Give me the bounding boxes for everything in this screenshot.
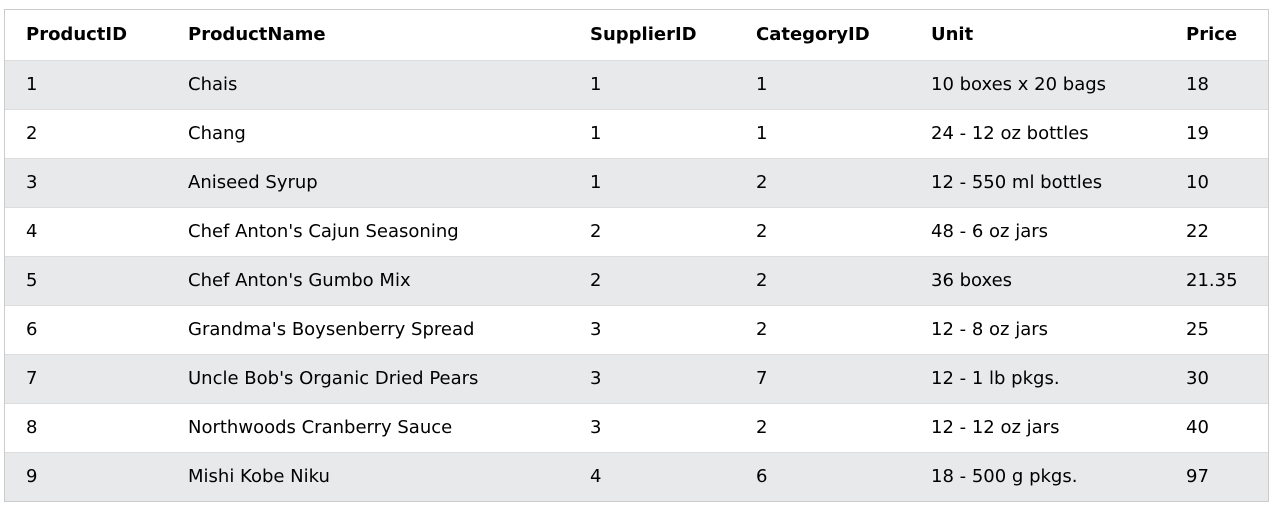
cell-category-id: 2 (735, 304, 910, 354)
cell-unit: 12 - 8 oz jars (910, 304, 1165, 354)
table-row: 1 Chais 1 1 10 boxes x 20 bags 18 (5, 59, 1268, 109)
cell-product-name: Grandma's Boysenberry Spread (167, 304, 569, 354)
header-product-id: ProductID (26, 24, 128, 46)
cell-product-name: Chang (167, 108, 569, 158)
header-product-name: ProductName (188, 24, 326, 46)
cell-unit: 24 - 12 oz bottles (910, 108, 1165, 158)
header-category-id: CategoryID (756, 24, 870, 46)
cell-product-id: 6 (5, 304, 167, 354)
cell-price: 21.35 (1165, 255, 1268, 305)
cell-product-name: Chef Anton's Gumbo Mix (167, 255, 569, 305)
cell-product-id: 1 (5, 59, 167, 109)
cell-unit: 12 - 12 oz jars (910, 402, 1165, 452)
cell-supplier-id: 3 (569, 402, 735, 452)
cell-product-name: Aniseed Syrup (167, 157, 569, 207)
cell-category-id: 2 (735, 157, 910, 207)
cell-product-id: 3 (5, 157, 167, 207)
cell-category-id: 6 (735, 451, 910, 501)
cell-price: 18 (1165, 59, 1268, 109)
cell-product-name: Mishi Kobe Niku (167, 451, 569, 501)
cell-product-name: Chais (167, 59, 569, 109)
cell-category-id: 7 (735, 353, 910, 403)
cell-price: 30 (1165, 353, 1268, 403)
table-header-row: ProductID ProductName SupplierID Categor… (5, 10, 1268, 60)
cell-category-id: 2 (735, 206, 910, 256)
cell-product-id: 4 (5, 206, 167, 256)
cell-unit: 12 - 1 lb pkgs. (910, 353, 1165, 403)
cell-unit: 36 boxes (910, 255, 1165, 305)
cell-category-id: 1 (735, 108, 910, 158)
cell-category-id: 2 (735, 255, 910, 305)
cell-supplier-id: 2 (569, 255, 735, 305)
table-row: 8 Northwoods Cranberry Sauce 3 2 12 - 12… (5, 402, 1268, 452)
cell-price: 25 (1165, 304, 1268, 354)
cell-product-name: Northwoods Cranberry Sauce (167, 402, 569, 452)
header-price: Price (1186, 24, 1238, 46)
cell-unit: 12 - 550 ml bottles (910, 157, 1165, 207)
cell-supplier-id: 3 (569, 304, 735, 354)
cell-supplier-id: 1 (569, 59, 735, 109)
cell-unit: 48 - 6 oz jars (910, 206, 1165, 256)
cell-price: 19 (1165, 108, 1268, 158)
products-table: ProductID ProductName SupplierID Categor… (5, 10, 1268, 501)
table-row: 3 Aniseed Syrup 1 2 12 - 550 ml bottles … (5, 157, 1268, 207)
products-table-container: ProductID ProductName SupplierID Categor… (4, 9, 1269, 502)
cell-supplier-id: 1 (569, 157, 735, 207)
cell-price: 10 (1165, 157, 1268, 207)
cell-product-id: 7 (5, 353, 167, 403)
header-unit: Unit (931, 24, 974, 46)
cell-product-id: 5 (5, 255, 167, 305)
table-row: 4 Chef Anton's Cajun Seasoning 2 2 48 - … (5, 206, 1268, 256)
table-row: 5 Chef Anton's Gumbo Mix 2 2 36 boxes 21… (5, 255, 1268, 305)
cell-supplier-id: 3 (569, 353, 735, 403)
table-row: 2 Chang 1 1 24 - 12 oz bottles 19 (5, 108, 1268, 158)
cell-supplier-id: 1 (569, 108, 735, 158)
cell-product-name: Uncle Bob's Organic Dried Pears (167, 353, 569, 403)
cell-price: 97 (1165, 451, 1268, 501)
cell-price: 40 (1165, 402, 1268, 452)
table-row: 9 Mishi Kobe Niku 4 6 18 - 500 g pkgs. 9… (5, 451, 1268, 501)
cell-unit: 10 boxes x 20 bags (910, 59, 1165, 109)
table-row: 7 Uncle Bob's Organic Dried Pears 3 7 12… (5, 353, 1268, 403)
table-row: 6 Grandma's Boysenberry Spread 3 2 12 - … (5, 304, 1268, 354)
cell-unit: 18 - 500 g pkgs. (910, 451, 1165, 501)
cell-product-id: 8 (5, 402, 167, 452)
cell-price: 22 (1165, 206, 1268, 256)
cell-supplier-id: 4 (569, 451, 735, 501)
cell-product-name: Chef Anton's Cajun Seasoning (167, 206, 569, 256)
cell-category-id: 2 (735, 402, 910, 452)
cell-product-id: 2 (5, 108, 167, 158)
header-supplier-id: SupplierID (590, 24, 697, 46)
cell-product-id: 9 (5, 451, 167, 501)
cell-supplier-id: 2 (569, 206, 735, 256)
cell-category-id: 1 (735, 59, 910, 109)
